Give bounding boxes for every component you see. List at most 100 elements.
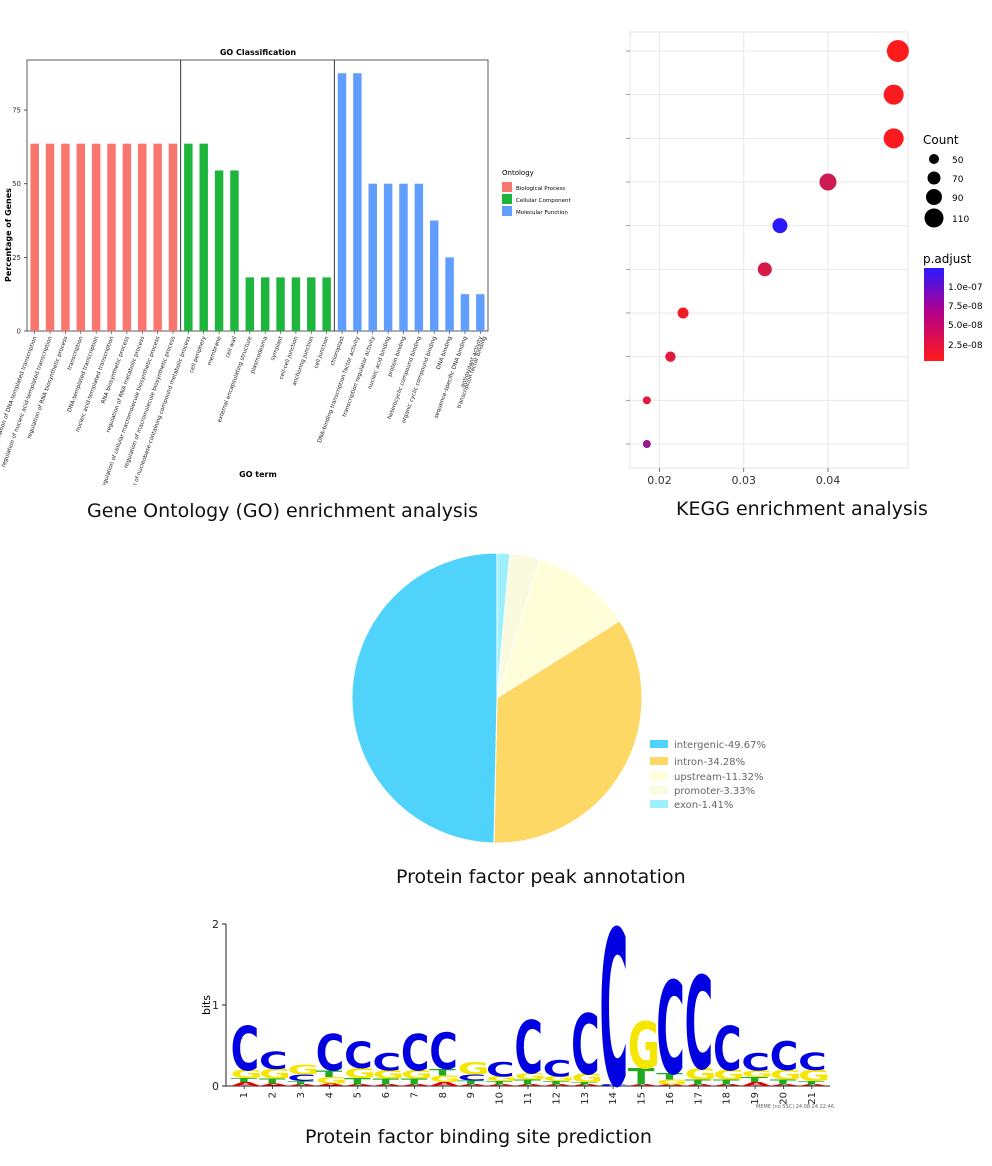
padj-tick-4: 2.5e-08: [948, 341, 983, 351]
logo-letter-pos10-T-2: T: [486, 1080, 513, 1085]
logo-letter-pos6-C-4: C: [372, 1048, 401, 1077]
size-legend-label-70: 70: [952, 175, 964, 185]
go-bar-15: [245, 277, 255, 331]
go-x-tick-label-12: cell periphery: [189, 335, 208, 374]
go-bar-12: [199, 143, 208, 331]
logo-letter-pos18-T-2: T: [713, 1078, 740, 1086]
go-y-axis-label: Percentage of Genes: [4, 188, 13, 282]
logo-letter-pos8-C-4: C: [429, 1022, 458, 1081]
logo-letter-pos5-C-4: C: [344, 1034, 373, 1077]
logo-letter-pos6-T-2: T: [372, 1077, 399, 1086]
peak-annotation-pie-chart: intergenic-49.67% intron-34.28% upstream…: [351, 552, 766, 844]
go-chart-title: GO Classification: [220, 48, 297, 57]
go-x-tick-label-16: plasmodesma: [250, 336, 269, 375]
kegg-point-7: [677, 307, 689, 319]
go-bar-18: [291, 277, 301, 331]
logo-letter-pos21-G-3: G: [798, 1066, 830, 1084]
pie-legend-label-intergenic: intergenic-49.67%: [674, 740, 766, 751]
logo-letter-pos14-C-1: C: [600, 1084, 629, 1087]
pie-legend-label-upstream: upstream-11.32%: [674, 772, 763, 783]
kegg-color-legend-title: p.adjust: [923, 252, 972, 266]
logo-letter-pos11-T-2: T: [514, 1078, 541, 1086]
kegg-color-legend: p.adjust 1.0e-07 7.5e-08 5.0e-08 2.5e-08: [923, 252, 983, 361]
logo-letter-pos16-G-2: G: [656, 1078, 688, 1086]
logo-letter-pos9-T-2: T: [458, 1079, 485, 1086]
kegg-x-tick-label-0-04: 0.04: [816, 474, 841, 487]
logo-letter-pos15-A-1: A: [628, 1084, 659, 1087]
go-bar-7: [122, 143, 132, 331]
logo-letter-pos17-A-1: A: [685, 1084, 716, 1087]
logo-position-label-11: 11: [523, 1092, 534, 1105]
logo-position-label-6: 6: [381, 1092, 392, 1098]
go-axes: 0 25 50 75: [12, 59, 489, 336]
size-legend-dot-70: [927, 171, 941, 185]
logo-letter-pos21-C-4: C: [798, 1047, 827, 1076]
kegg-point-2: [883, 84, 904, 105]
logo-letter-pos20-A-1: A: [770, 1084, 801, 1087]
logo-letter-pos4-G-2: G: [316, 1075, 348, 1085]
logo-letter-pos1-G-3: G: [231, 1067, 263, 1080]
logo-letter-pos8-A-1: A: [429, 1081, 460, 1088]
logo-letter-pos16-T-3: T: [656, 1071, 684, 1081]
logo-letter-pos3-A-1: A: [287, 1084, 318, 1087]
pie-caption: Protein factor peak annotation: [396, 866, 686, 888]
kegg-x-tick-label-0-03: 0.03: [731, 474, 756, 487]
go-bars: [30, 73, 485, 331]
logo-letter-pos13-C-4: C: [571, 998, 600, 1094]
pie-legend-swatch-intergenic: [650, 740, 668, 748]
kegg-panel: [629, 31, 909, 469]
go-bar-28: [445, 257, 454, 331]
logo-letter-pos21-A-1: A: [798, 1084, 829, 1087]
logo-position-label-13: 13: [580, 1092, 591, 1105]
logo-letter-pos9-C-3: C: [458, 1073, 487, 1082]
go-bar-26: [414, 183, 424, 331]
padj-tick-3: 5.0e-08: [948, 321, 983, 331]
legend-swatch-biological-process: [502, 182, 512, 192]
logo-letter-pos16-A-1: A: [656, 1084, 687, 1087]
go-legend-title: Ontology: [502, 169, 534, 177]
go-bar-8: [138, 143, 147, 331]
go-bar-22: [353, 73, 362, 331]
logo-letter-pos19-T-2: T: [741, 1076, 768, 1084]
legend-label-molecular-function: Molecular Function: [516, 210, 568, 216]
legend-label-cellular-component: Cellular Component: [516, 198, 571, 204]
pie-slice-intergenic: [351, 552, 498, 844]
size-legend-dot-110: [924, 208, 944, 228]
logo-letter-pos13-G-3: G: [571, 1071, 603, 1084]
size-legend-dot-90: [926, 189, 942, 205]
logo-y-tick-label-1: 1: [212, 999, 219, 1012]
go-bar-13: [214, 170, 224, 331]
logo-position-label-19: 19: [750, 1092, 761, 1105]
logo-letter-pos15-G-3: G: [628, 1009, 660, 1084]
logo-letter-pos6-G-3: G: [372, 1068, 404, 1081]
logo-y-tick-label-0: 0: [212, 1080, 219, 1093]
logo-position-label-4: 4: [324, 1092, 335, 1098]
go-caption: Gene Ontology (GO) enrichment analysis: [87, 500, 479, 522]
logo-letter-pos1-A-1: A: [231, 1081, 262, 1088]
logo-letter-pos2-A-1: A: [259, 1083, 290, 1087]
padj-colorbar: [924, 268, 944, 361]
go-bar-11: [184, 143, 193, 331]
logo-letter-pos11-G-3: G: [514, 1071, 546, 1081]
logo-footer: MEME (no SSC) 24.08.24 22:46: [756, 1104, 834, 1110]
logo-letter-pos21-T-2: T: [798, 1080, 825, 1085]
logo-position-label-3: 3: [296, 1092, 307, 1098]
pie-legend-swatch-intron: [650, 757, 668, 765]
logo-letter-pos20-T-2: T: [770, 1078, 797, 1086]
logo-letter-pos5-A-1: A: [344, 1084, 375, 1087]
pie-legend-label-exon: exon-1.41%: [674, 800, 733, 811]
kegg-point-1: [886, 40, 909, 62]
logo-letter-pos7-T-2: T: [401, 1077, 428, 1086]
go-bar-4: [76, 143, 86, 331]
logo-letter-pos13-A-1: A: [571, 1084, 602, 1087]
logo-letter-pos2-C-4: C: [259, 1046, 288, 1075]
logo-letter-pos5-G-3: G: [344, 1066, 376, 1082]
logo-letter-pos4-T-3: T: [316, 1069, 344, 1079]
kegg-point-6: [757, 262, 772, 277]
logo-position-label-18: 18: [722, 1092, 733, 1105]
pie-legend-label-intron: intron-34.28%: [674, 757, 745, 768]
logo-letter-pos3-C-3: C: [287, 1073, 316, 1083]
logo-letter-pos17-T-2: T: [685, 1078, 712, 1086]
logo-position-labels: 1 2 3 4 5 6 7 8 9 10 11 12 13 14 15 16 17 18 19 20 21: [239, 1086, 818, 1105]
kegg-point-10: [642, 440, 651, 448]
